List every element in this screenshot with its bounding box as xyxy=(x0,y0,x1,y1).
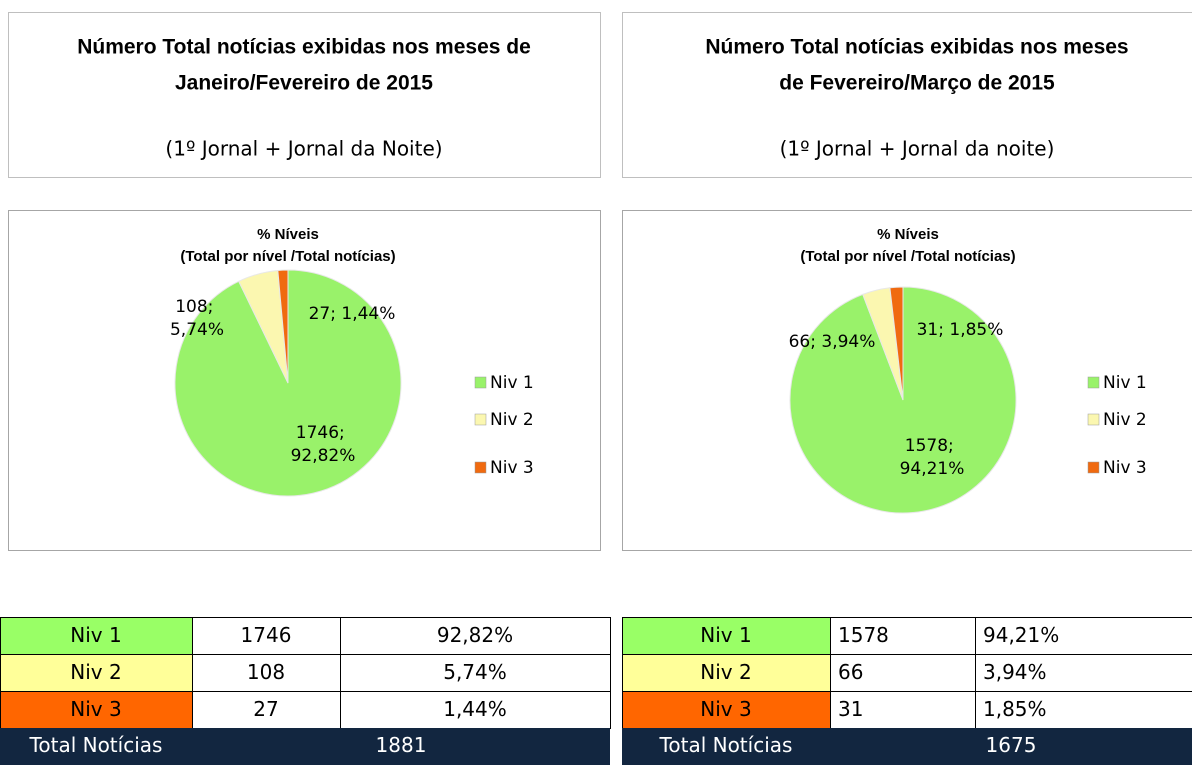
table-total-value: 1881 xyxy=(376,733,427,757)
chart-title: (Total por nível /Total notícias) xyxy=(800,248,1015,265)
legend-label: Niv 3 xyxy=(1103,458,1147,478)
legend-label: Niv 3 xyxy=(490,458,534,478)
table-text: 1,85% xyxy=(983,697,1047,721)
legend-label: Niv 1 xyxy=(490,373,534,393)
table-text: 3,94% xyxy=(983,660,1047,684)
table-text: 5,74% xyxy=(443,660,507,684)
legend-swatch xyxy=(1088,462,1099,473)
header-subtitle: (1º Jornal + Jornal da Noite) xyxy=(165,137,442,161)
header-title: Número Total notícias exibidas nos meses xyxy=(705,36,1128,59)
table-text: Niv 1 xyxy=(700,623,751,647)
data-label-line: 92,82% xyxy=(291,446,356,466)
table-text: Niv 2 xyxy=(70,660,121,684)
table-text: Niv 2 xyxy=(700,660,751,684)
data-label-line: 108; xyxy=(175,297,219,317)
table-text: 1578 xyxy=(838,623,889,647)
table-text: 94,21% xyxy=(983,623,1059,647)
table-text: 108 xyxy=(247,660,285,684)
legend-label: Niv 1 xyxy=(1103,373,1147,393)
table-text: 1746 xyxy=(241,623,292,647)
data-label: 66; 3,94% xyxy=(789,332,876,352)
legend-label: Niv 2 xyxy=(490,410,534,430)
data-label-line: 1578; xyxy=(905,436,959,456)
table-total-label: Total Notícias xyxy=(29,733,163,757)
table-text: Niv 3 xyxy=(700,697,751,721)
legend-swatch xyxy=(475,414,486,425)
data-label-line: 5,74% xyxy=(170,320,224,340)
data-label: 31; 1,85% xyxy=(917,320,1004,340)
table-text: 92,82% xyxy=(437,623,513,647)
table-text: 31 xyxy=(838,697,863,721)
chart-title: (Total por nível /Total notícias) xyxy=(180,248,395,265)
data-label-line: 1746; xyxy=(296,423,350,443)
legend-swatch xyxy=(475,377,486,388)
data-label-line: 94,21% xyxy=(900,459,965,479)
table-text: 1,44% xyxy=(443,697,507,721)
table-text: 66 xyxy=(838,660,863,684)
legend-swatch xyxy=(475,462,486,473)
chart-title: % Níveis xyxy=(877,226,939,243)
header-title: de Fevereiro/Março de 2015 xyxy=(779,72,1055,95)
table-text: Niv 1 xyxy=(70,623,121,647)
table-text: Niv 3 xyxy=(70,697,121,721)
header-title: Janeiro/Fevereiro de 2015 xyxy=(175,72,433,95)
data-label: 27; 1,44% xyxy=(309,304,396,324)
header-subtitle: (1º Jornal + Jornal da noite) xyxy=(780,137,1055,161)
header-title: Número Total notícias exibidas nos meses… xyxy=(77,36,531,59)
table-total-label: Total Notícias xyxy=(659,733,793,757)
legend-swatch xyxy=(1088,377,1099,388)
legend-swatch xyxy=(1088,414,1099,425)
legend-label: Niv 2 xyxy=(1103,410,1147,430)
table-text: 27 xyxy=(253,697,278,721)
table-total-value: 1675 xyxy=(986,733,1037,757)
chart-title: % Níveis xyxy=(257,226,319,243)
